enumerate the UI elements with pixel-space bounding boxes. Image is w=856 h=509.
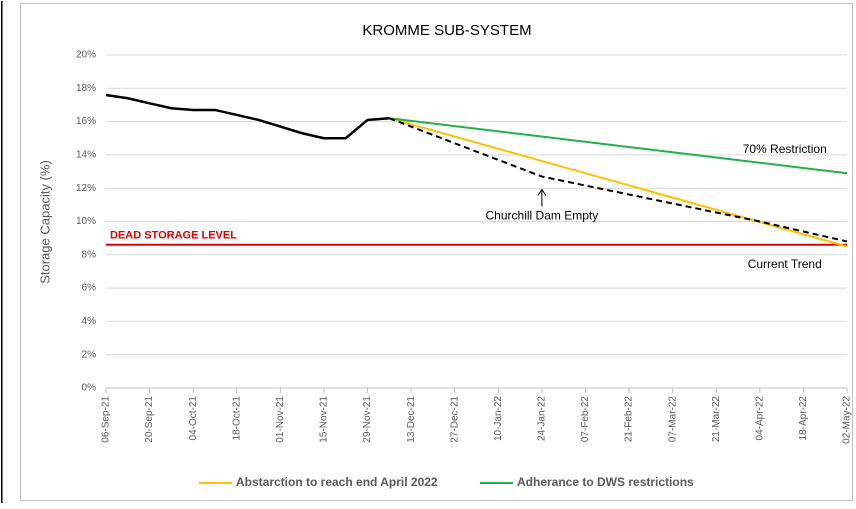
x-tick-label: 07-Mar-22 <box>667 396 678 443</box>
x-tick-label: 04-Apr-22 <box>754 396 765 441</box>
x-tick-label: 27-Dec-21 <box>449 396 460 443</box>
x-tick-label: 24-Jan-22 <box>537 396 548 441</box>
x-tick-label: 18-Apr-22 <box>798 396 809 441</box>
x-tick-label: 15-Nov-21 <box>319 396 330 443</box>
y-tick-label: 6% <box>82 283 97 294</box>
y-tick-label: 12% <box>76 183 96 194</box>
y-tick-label: 10% <box>76 216 96 227</box>
x-tick-label: 13-Dec-21 <box>406 396 417 443</box>
y-tick-label: 0% <box>82 383 97 394</box>
annotation-arrowhead <box>537 188 547 196</box>
x-tick-label: 21-Mar-22 <box>711 396 722 443</box>
chart-title: KROMME SUB-SYSTEM <box>362 22 531 39</box>
y-tick-label: 18% <box>76 83 96 94</box>
x-tick-label: 20-Sep-21 <box>144 396 155 443</box>
line-series <box>105 93 390 140</box>
y-tick-label: 8% <box>82 249 97 260</box>
line-series <box>388 117 848 243</box>
x-tick-label: 01-Nov-21 <box>275 396 286 443</box>
y-tick-label: 16% <box>76 116 96 127</box>
annotation: Current Trend <box>748 257 822 271</box>
x-tick-label: 06-Sep-21 <box>101 396 112 443</box>
x-tick-label: 18-Oct-21 <box>231 396 242 441</box>
legend-label: Abstarction to reach end April 2022 <box>236 475 438 489</box>
x-tick-label: 29-Nov-21 <box>362 396 373 443</box>
y-tick-label: 2% <box>82 349 97 360</box>
x-tick-label: 04-Oct-21 <box>188 396 199 441</box>
y-tick-label: 14% <box>76 150 96 161</box>
reference-label: DEAD STORAGE LEVEL <box>110 230 237 242</box>
line-series <box>389 117 848 248</box>
x-tick-label: 02-May-22 <box>842 396 853 444</box>
y-axis-label: Storage Capacity (%) <box>37 160 52 284</box>
y-tick-label: 4% <box>82 316 97 327</box>
chart-border <box>20 3 853 501</box>
legend-label: Adherance to DWS restrictions <box>517 475 694 489</box>
x-tick-label: 07-Feb-22 <box>580 396 591 443</box>
line-series <box>389 117 848 175</box>
annotation: 70% Restriction <box>743 142 827 156</box>
frame-edge <box>1 1 3 503</box>
x-tick-label: 21-Feb-22 <box>624 396 635 443</box>
x-tick-label: 10-Jan-22 <box>493 396 504 441</box>
annotation: Churchill Dam Empty <box>486 209 599 223</box>
y-tick-label: 20% <box>76 50 96 61</box>
